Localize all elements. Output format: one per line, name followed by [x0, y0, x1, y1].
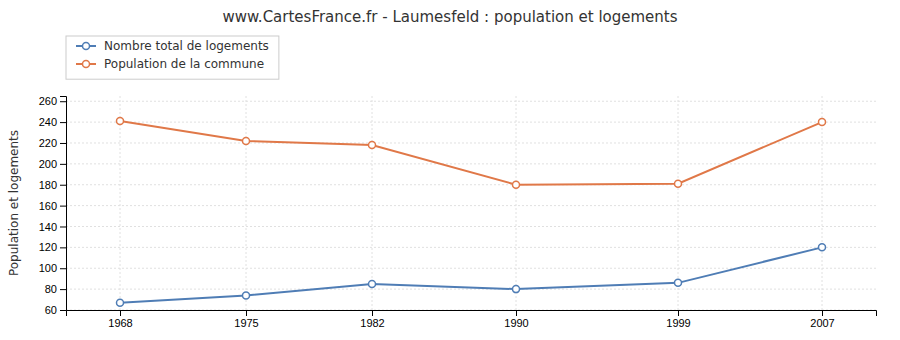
tick: 200 [39, 158, 66, 170]
tick-mark [822, 310, 823, 316]
tick-label: 100 [39, 262, 57, 274]
tick-mark [60, 122, 66, 123]
legend-item: Population de la commune [76, 57, 264, 71]
legend-swatch [83, 61, 90, 68]
tick-mark [60, 268, 66, 269]
tick: 120 [39, 241, 66, 253]
grid-line [66, 289, 876, 290]
tick: 1975 [234, 310, 258, 329]
tick: 140 [39, 221, 66, 233]
point [675, 180, 682, 187]
tick-label: 260 [39, 95, 57, 107]
tick-label: 1990 [504, 317, 528, 329]
grid-line [678, 96, 679, 310]
grid-line [66, 268, 876, 269]
tick: 1999 [666, 310, 690, 329]
point [819, 244, 826, 251]
point [369, 280, 376, 287]
tick-label: 2007 [810, 317, 834, 329]
plot: 1968 1975 1982 1990 1999 2007 60 80 100 120 140 160… [39, 95, 877, 329]
tick: 1982 [360, 310, 384, 329]
grid-line [66, 163, 876, 164]
legend: Nombre total de logements Population de l… [66, 36, 279, 79]
tick-label: 200 [39, 158, 57, 170]
y-axis-title: Population et logements [7, 130, 21, 276]
grid-line [66, 205, 876, 206]
legend-item: Nombre total de logements [76, 39, 269, 53]
grid-line [822, 96, 823, 310]
tick: 240 [39, 116, 66, 128]
grid-line [66, 122, 876, 123]
tick-mark [516, 310, 517, 316]
tick: 60 [45, 304, 66, 316]
tick-mark [678, 310, 679, 316]
grid-line [66, 101, 876, 102]
tick: 260 [39, 95, 66, 107]
legend-box [66, 36, 279, 79]
tick: 80 [45, 283, 66, 295]
point [513, 181, 520, 188]
tick-mark [60, 143, 66, 144]
tick: 1990 [504, 310, 528, 329]
tick-label: 1982 [360, 317, 384, 329]
point [675, 279, 682, 286]
tick-mark [60, 206, 66, 207]
grid-line [246, 96, 247, 310]
tick-mark [60, 185, 66, 186]
tick-label: 160 [39, 200, 57, 212]
grid-line [516, 96, 517, 310]
legend-label: Nombre total de logements [104, 39, 269, 53]
tick-mark [60, 226, 66, 227]
tick: 180 [39, 179, 66, 191]
point [117, 118, 124, 125]
grid-line [66, 247, 876, 248]
tick-mark [60, 164, 66, 165]
tick: 100 [39, 262, 66, 274]
point [513, 286, 520, 293]
grid-line [66, 142, 876, 143]
tick-label: 120 [39, 241, 57, 253]
tick-label: 1975 [234, 317, 258, 329]
tick-label: 80 [45, 283, 57, 295]
grid-line [120, 96, 121, 310]
point [819, 119, 826, 126]
series-line [120, 247, 822, 302]
tick-mark [120, 310, 121, 316]
tick-mark [372, 310, 373, 316]
marks [117, 118, 826, 307]
tick-mark [60, 101, 66, 102]
grid-line [66, 184, 876, 185]
legend-swatch [83, 43, 90, 50]
grid [66, 96, 876, 310]
tick-mark [246, 310, 247, 316]
tick: 1968 [108, 310, 132, 329]
axis-line [67, 311, 877, 317]
tick-label: 1968 [108, 317, 132, 329]
grid-line [66, 226, 876, 227]
tick: 2007 [810, 310, 834, 329]
point [243, 292, 250, 299]
tick-label: 140 [39, 221, 57, 233]
tick-mark [60, 310, 66, 311]
tick-label: 180 [39, 179, 57, 191]
tick-label: 1999 [666, 317, 690, 329]
legend-label: Population de la commune [104, 57, 264, 71]
title: www.CartesFrance.fr - Laumesfeld : popul… [222, 8, 677, 26]
series-line [120, 121, 822, 185]
tick-mark [60, 247, 66, 248]
x-axis: 1968 1975 1982 1990 1999 2007 [67, 310, 877, 329]
tick: 160 [39, 200, 66, 212]
axis-line [60, 97, 67, 311]
point [117, 299, 124, 306]
chart: www.CartesFrance.fr - Laumesfeld : popul… [0, 0, 900, 340]
point [369, 142, 376, 149]
tick-label: 220 [39, 137, 57, 149]
tick-label: 60 [45, 304, 57, 316]
tick-mark [60, 289, 66, 290]
y-axis: 60 80 100 120 140 160 180 200 220 240 260 [39, 95, 67, 316]
tick: 220 [39, 137, 66, 149]
point [243, 137, 250, 144]
grid-line [372, 96, 373, 310]
tick-label: 240 [39, 116, 57, 128]
